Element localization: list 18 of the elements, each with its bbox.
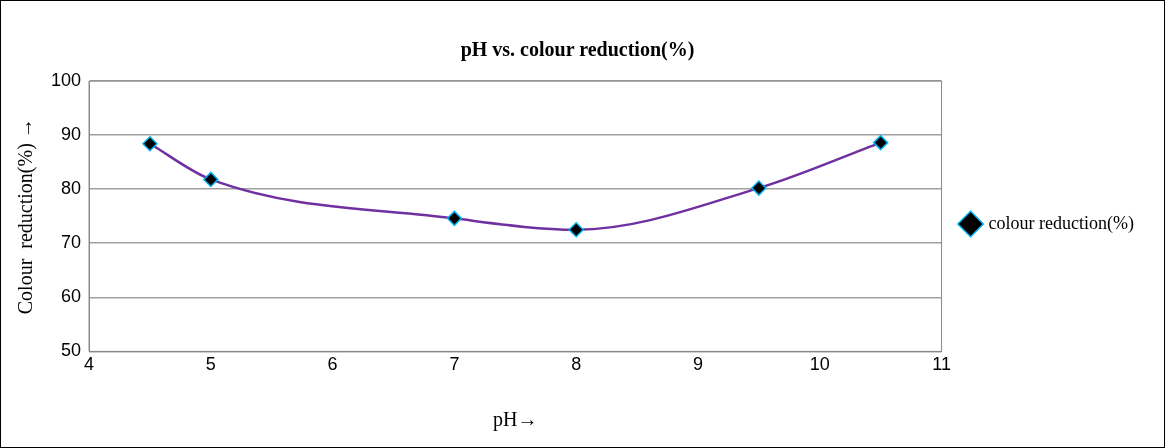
x-axis-title: pH→ (493, 408, 538, 432)
x-tick-label: 11 (932, 354, 951, 375)
y-tick-label: 60 (61, 286, 82, 307)
legend-label: colour reduction(%) (988, 212, 1135, 234)
x-tick-label: 9 (692, 354, 703, 375)
x-tick-label: 7 (449, 354, 460, 375)
y-tick-label: 70 (61, 232, 82, 253)
y-tick-label: 100 (50, 69, 82, 90)
y-tick-label: 80 (61, 178, 82, 199)
y-tick-label: 90 (61, 124, 82, 145)
x-tick-label: 4 (84, 354, 95, 375)
chart-title: pH vs. colour reduction(%) (460, 38, 695, 62)
x-tick-label: 8 (571, 354, 582, 375)
x-tick-label: 6 (327, 354, 338, 375)
x-tick-label: 10 (809, 354, 830, 375)
y-axis-title: Colour reduction(%) → (14, 118, 38, 315)
y-tick-label: 50 (61, 340, 82, 361)
x-tick-label: 5 (205, 354, 216, 375)
